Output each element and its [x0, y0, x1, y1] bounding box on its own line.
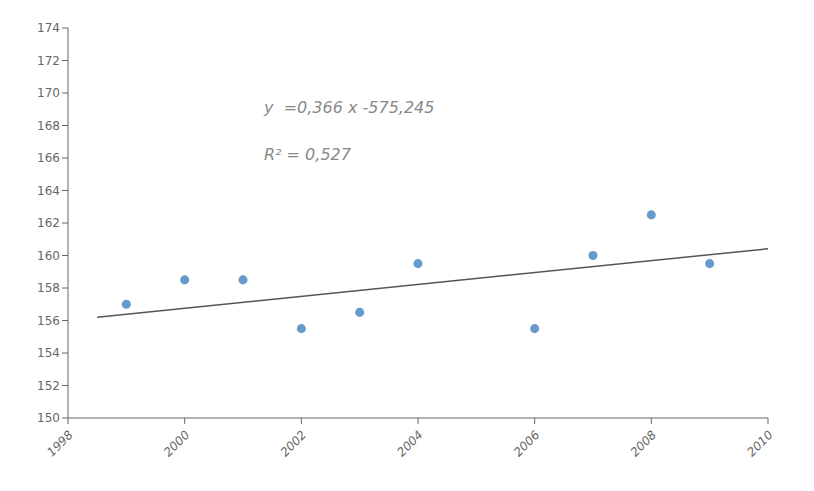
svg-text:158: 158	[37, 281, 60, 295]
svg-text:166: 166	[37, 151, 60, 165]
svg-text:170: 170	[37, 86, 60, 100]
svg-text:2002: 2002	[278, 428, 309, 459]
svg-text:150: 150	[37, 411, 60, 425]
svg-text:2004: 2004	[394, 428, 425, 459]
svg-text:160: 160	[37, 249, 60, 263]
svg-text:162: 162	[37, 216, 60, 230]
html-text:R² = 0,527: R² = 0,527	[264, 145, 351, 164]
svg-text:164: 164	[37, 184, 60, 198]
svg-text:174: 174	[37, 21, 60, 35]
html-text:y =0,366 x -575,245: y =0,366 x -575,245	[264, 98, 435, 118]
svg-text:2000: 2000	[161, 428, 193, 460]
svg-text:156: 156	[37, 314, 60, 328]
svg-text:152: 152	[37, 379, 60, 393]
svg-text:2006: 2006	[511, 428, 543, 460]
svg-text:1998: 1998	[44, 428, 76, 460]
svg-text:2008: 2008	[628, 428, 660, 460]
svg-text:2010: 2010	[744, 428, 776, 460]
svg-text:172: 172	[37, 54, 60, 68]
svg-text:168: 168	[37, 119, 60, 133]
svg-text:154: 154	[37, 346, 60, 360]
